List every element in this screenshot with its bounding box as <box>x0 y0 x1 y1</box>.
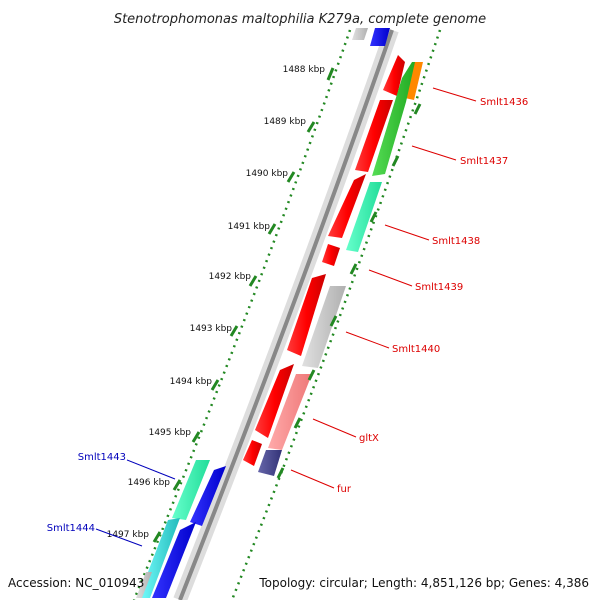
outer-tick-track <box>132 29 352 600</box>
cds-smlt1444 <box>152 522 196 598</box>
feature-top-blue <box>370 28 390 46</box>
cds-smlt1438 <box>328 174 366 238</box>
feature-top-grey <box>352 28 368 40</box>
gene-label-smlt1436[interactable]: Smlt1436 <box>480 97 528 108</box>
genome-backbone <box>178 29 394 600</box>
tick-label-1492: 1492 kbp <box>209 272 252 282</box>
accession-text: Accession: NC_010943 <box>8 576 144 590</box>
tick-label-1491: 1491 kbp <box>228 222 271 232</box>
map-title: Stenotrophomonas maltophilia K279a, comp… <box>114 12 486 27</box>
cds-fur <box>243 440 262 466</box>
tick-marks <box>152 67 422 543</box>
tick-label-1497: 1497 kbp <box>107 530 150 540</box>
gene-label-smlt1443[interactable]: Smlt1443 <box>78 452 126 463</box>
track-navy <box>258 450 282 476</box>
tick-label-1488: 1488 kbp <box>283 65 326 75</box>
track-green <box>372 62 415 176</box>
gene-label-smlt1437[interactable]: Smlt1437 <box>460 156 508 167</box>
track-pink <box>268 374 312 450</box>
track-seagreen <box>346 182 382 252</box>
cds-smlt1438b <box>322 244 340 266</box>
gene-labels-left <box>95 459 176 547</box>
gene-label-gltx[interactable]: gltX <box>359 433 379 444</box>
track-grey <box>302 286 346 368</box>
tick-label-1489: 1489 kbp <box>264 117 307 127</box>
gene-label-smlt1440[interactable]: Smlt1440 <box>392 344 440 355</box>
cds-gltx <box>255 364 294 438</box>
cds-smlt1437 <box>355 100 393 172</box>
track-seagreen-left <box>172 460 210 520</box>
gene-label-fur[interactable]: fur <box>337 484 352 495</box>
gene-label-smlt1444[interactable]: Smlt1444 <box>47 523 95 534</box>
gene-label-smlt1438[interactable]: Smlt1438 <box>432 236 480 247</box>
cds-smlt1444-grey <box>136 572 152 598</box>
tick-label-1496: 1496 kbp <box>128 478 171 488</box>
tick-label-1495: 1495 kbp <box>149 428 192 438</box>
gene-labels-right <box>290 87 477 489</box>
gene-label-smlt1439[interactable]: Smlt1439 <box>415 282 463 293</box>
genome-summary-text: Topology: circular; Length: 4,851,126 bp… <box>258 576 589 590</box>
cds-smlt1443 <box>190 466 226 526</box>
cds-smlt1436 <box>383 55 405 96</box>
cds-smlt1440 <box>287 274 326 356</box>
tick-label-1493: 1493 kbp <box>190 324 233 334</box>
track-orange <box>405 62 423 100</box>
tick-label-1494: 1494 kbp <box>170 377 213 387</box>
tick-label-1490: 1490 kbp <box>246 169 289 179</box>
